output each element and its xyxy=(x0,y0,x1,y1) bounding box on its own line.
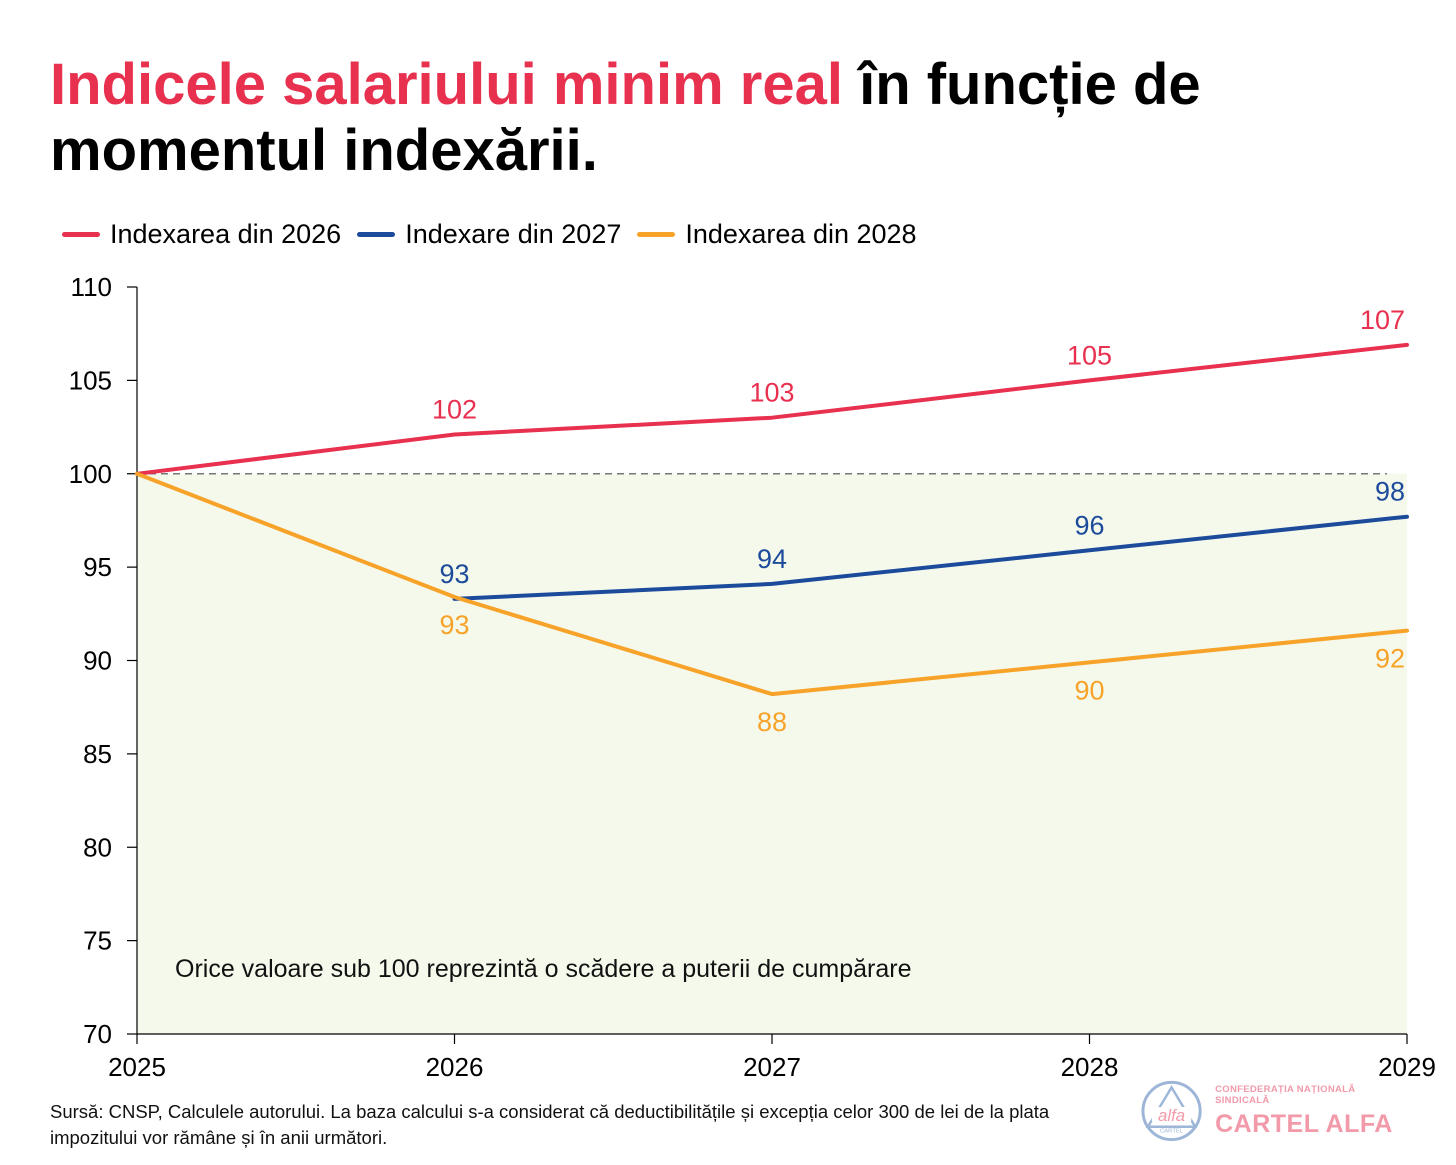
y-tick-label: 85 xyxy=(83,739,112,769)
logo-mark-small: CARTEL xyxy=(1160,1129,1184,1135)
legend-label-2028: Indexarea din 2028 xyxy=(685,218,917,249)
series-line-0 xyxy=(135,342,1409,476)
y-tick-label: 75 xyxy=(83,926,112,956)
series-line-1 xyxy=(452,514,1409,601)
y-tick-label: 105 xyxy=(69,365,112,395)
alfa-logo-icon: alfa CARTEL xyxy=(1141,1080,1202,1142)
line-chart: 70 75 80 85 90 95 100 105 110 2025 2026 2027 2028 202… xyxy=(69,272,1436,1082)
y-tick-label: 80 xyxy=(83,832,112,862)
title-line2: momentul indexării. xyxy=(50,118,598,183)
data-label: 88 xyxy=(757,707,787,737)
y-tick-label: 110 xyxy=(71,272,112,302)
logo-subtitle: CONFEDERAȚIA NAȚIONALĂ SINDICALĂ xyxy=(1215,1083,1356,1106)
shaded-region xyxy=(137,473,1407,1034)
source-note: Sursă: CNSP, Calculele autorului. La baz… xyxy=(50,1101,1050,1148)
data-labels-group: 102 103 105 107 93 94 96 98 93 88 90 92 xyxy=(432,305,1405,737)
data-label: 96 xyxy=(1074,510,1104,540)
x-tick-label: 2027 xyxy=(743,1052,801,1082)
y-tick-label: 90 xyxy=(83,646,112,676)
legend-item-2026: Indexarea din 2026 xyxy=(62,219,341,250)
shaded-area-group xyxy=(137,473,1407,1034)
y-tick-label: 70 xyxy=(83,1019,112,1049)
data-label: 93 xyxy=(439,610,469,640)
logo-mark-word: alfa xyxy=(1158,1106,1185,1125)
x-tick-label: 2026 xyxy=(426,1052,484,1082)
legend-label-2027: Indexare din 2027 xyxy=(405,218,622,249)
series-line-2 xyxy=(135,471,1409,697)
y-tick-label: 100 xyxy=(69,459,112,489)
data-label: 105 xyxy=(1067,340,1112,370)
x-tick-label: 2025 xyxy=(108,1052,166,1082)
legend-label-2026: Indexarea din 2026 xyxy=(110,218,342,249)
legend-swatch-2026 xyxy=(62,231,100,237)
x-tick-label: 2029 xyxy=(1378,1052,1436,1082)
data-label: 90 xyxy=(1074,675,1104,705)
cartel-alfa-logo: alfa CARTEL CONFEDERAȚIA NAȚIONALĂ SINDI… xyxy=(1140,1076,1410,1146)
y-tick-label: 95 xyxy=(83,552,112,582)
series-lines-group xyxy=(135,342,1409,697)
logo-name: CARTEL ALFA xyxy=(1215,1109,1393,1138)
data-label: 94 xyxy=(757,544,787,574)
chart-annotation: Orice valoare sub 100 reprezintă o scăde… xyxy=(175,955,912,983)
data-label: 92 xyxy=(1375,644,1405,674)
data-label: 93 xyxy=(439,559,469,589)
legend-swatch-2028 xyxy=(637,231,676,237)
title-rest: în funcție de xyxy=(842,52,1201,117)
legend-swatch-2027 xyxy=(357,231,396,237)
data-label: 98 xyxy=(1375,477,1405,507)
legend-item-2027: Indexare din 2027 xyxy=(357,219,621,250)
legend-item-2028: Indexarea din 2028 xyxy=(637,218,917,250)
data-label: 103 xyxy=(749,378,794,408)
chart-title: Indicele salariului minim real în funcți… xyxy=(50,52,1350,184)
data-label: 107 xyxy=(1360,305,1405,335)
data-label: 102 xyxy=(432,395,477,425)
title-highlight: Indicele salariului minim real xyxy=(50,52,843,117)
x-tick-label: 2028 xyxy=(1061,1052,1119,1082)
legend: Indexarea din 2026 Indexare din 2027 Ind… xyxy=(62,214,917,254)
axes-group: 70 75 80 85 90 95 100 105 110 2025 2026 2027 2028 202… xyxy=(69,272,1436,1082)
